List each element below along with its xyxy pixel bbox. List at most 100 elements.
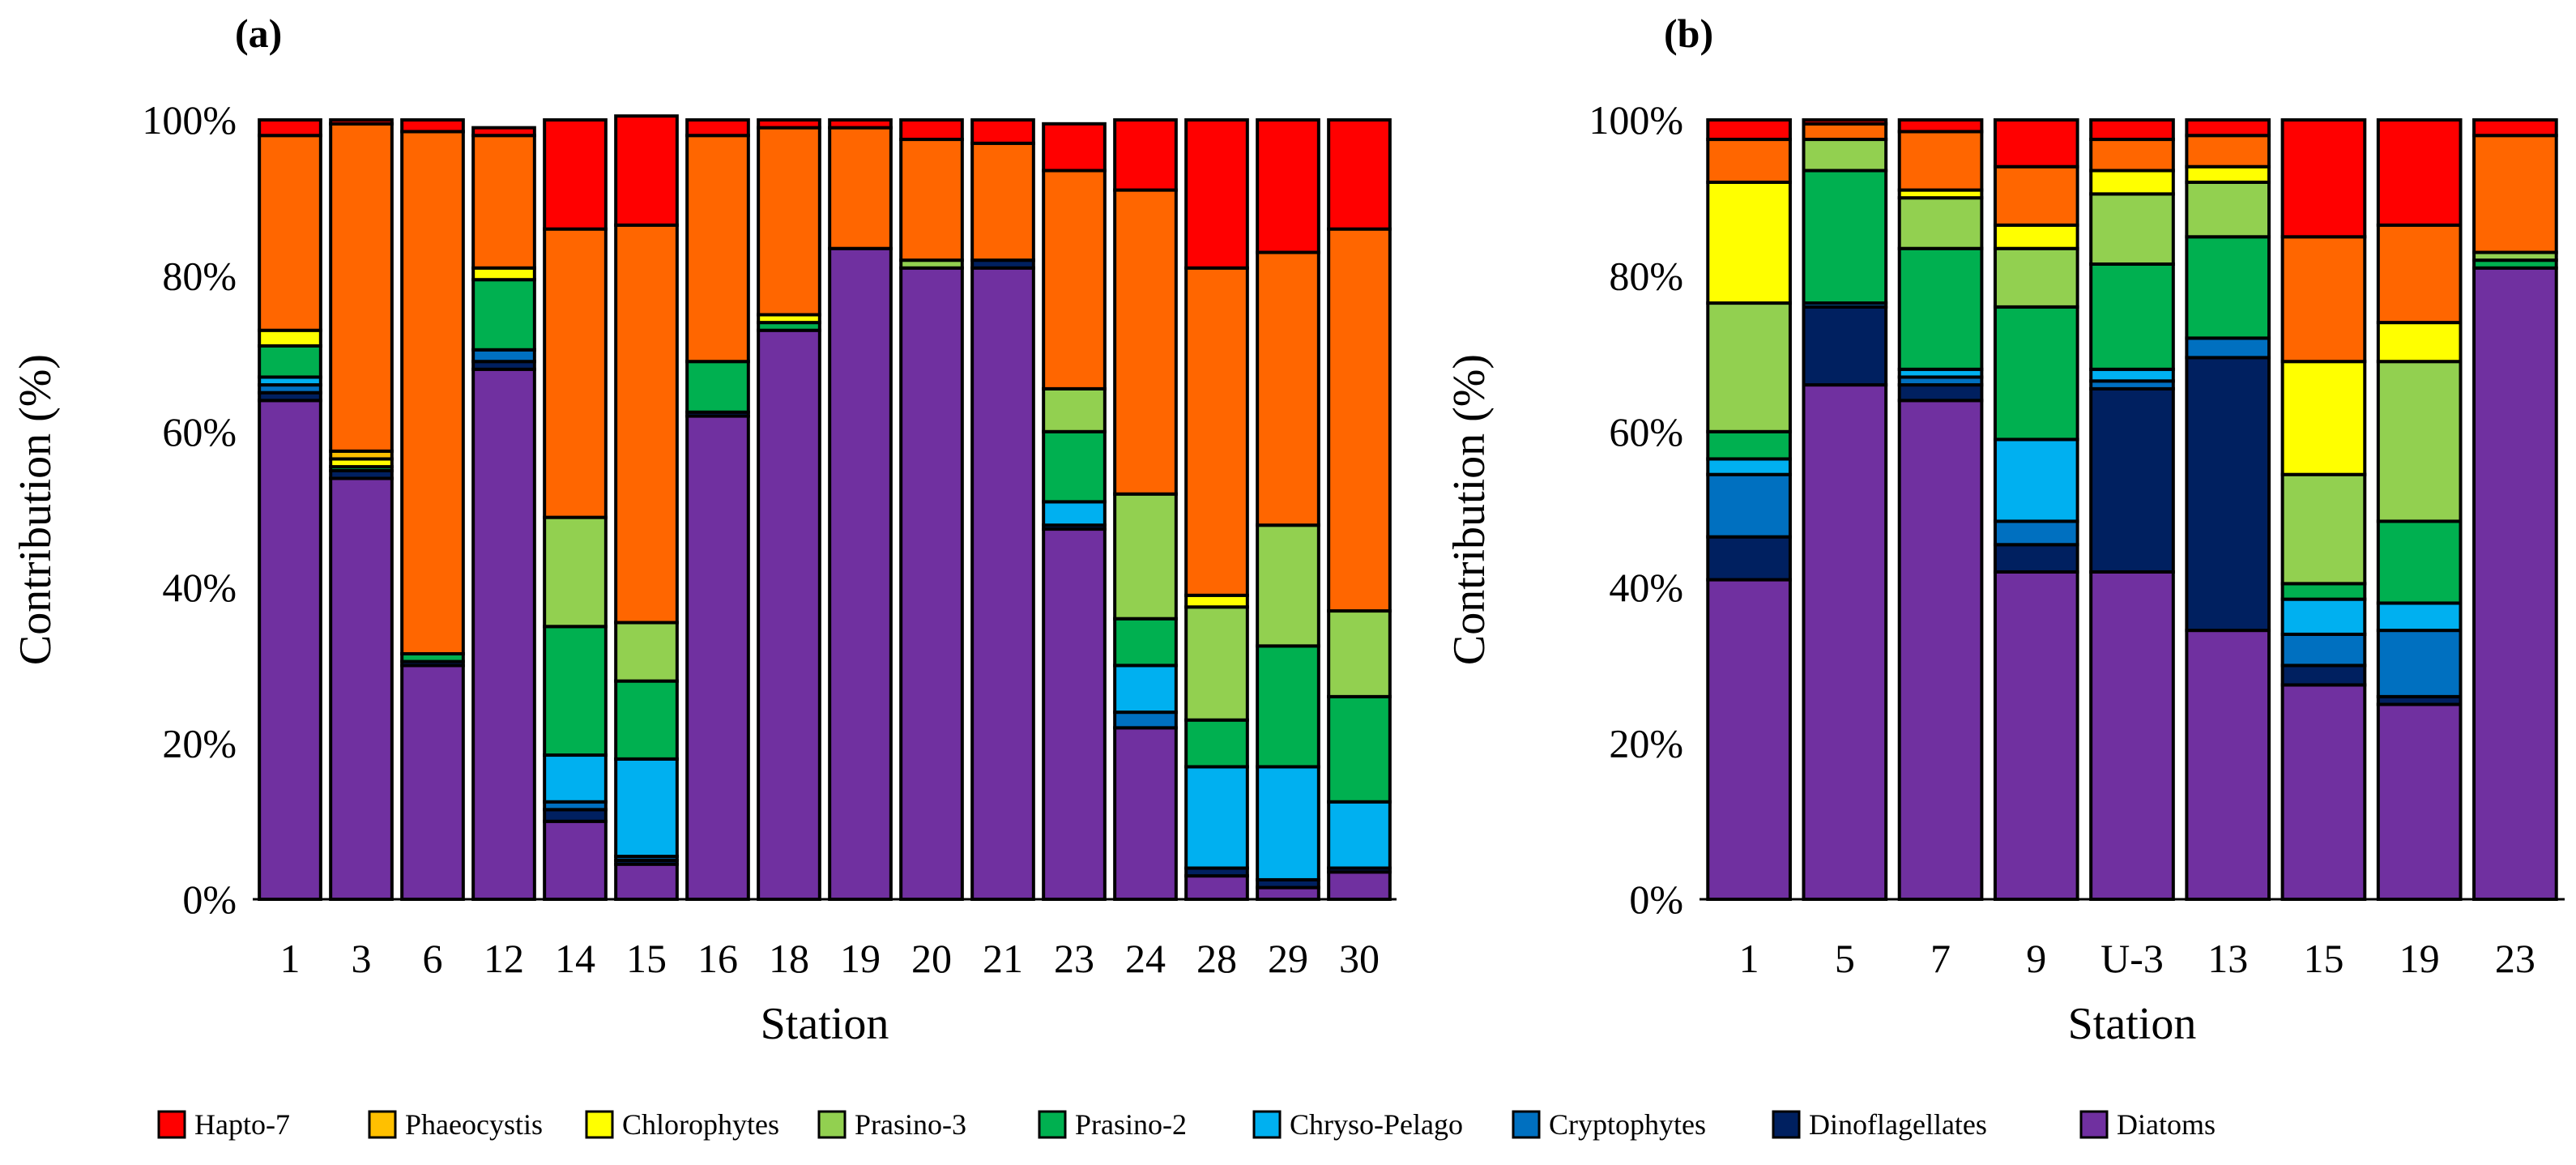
bar-segment-prasino-2	[1993, 305, 2079, 442]
bar-segment-prasino-2	[1042, 429, 1107, 504]
bar-station-20	[899, 118, 964, 901]
bar-segment-hapto-7	[1113, 118, 1178, 192]
bar-segment-hapto-7	[1327, 118, 1392, 231]
bar-segment-hapto-7	[329, 118, 394, 126]
x-tick-label: 3	[352, 936, 372, 981]
panel-a: (a) 0% 20% 40% 60% 80% 100% Contribution (%) 1 3 6…	[11, 11, 1397, 1049]
legend-label: Diatoms	[2117, 1108, 2216, 1141]
x-tick-label: 18	[769, 936, 809, 981]
bar-segment-chlorophytes	[258, 328, 322, 348]
bar-segment-prasino-2	[1897, 246, 1984, 371]
y-tick-label: 0%	[182, 877, 237, 922]
bar-segment-other	[1113, 188, 1178, 496]
legend-swatch	[368, 1110, 397, 1139]
legend-item-prasino-2: Prasino-2	[1038, 1108, 1187, 1141]
legend-item-dinoflagellates: Dinoflagellates	[1772, 1108, 1987, 1141]
x-tick-label: U-3	[2100, 936, 2164, 981]
bar-segment-hapto-7	[1184, 118, 1249, 270]
bar-segment-other	[1256, 250, 1320, 527]
bar-station-30	[1327, 118, 1392, 901]
bar-segment-prasino-2	[543, 625, 608, 757]
bar-segment-hapto-7	[2376, 118, 2463, 227]
bar-segment-diatoms	[1113, 726, 1178, 901]
bar-station-19	[2376, 118, 2463, 901]
legend-label: Prasino-2	[1075, 1108, 1187, 1141]
bar-segment-hapto-7	[2089, 118, 2175, 142]
bar-segment-diatoms	[258, 399, 322, 901]
bar-segment-prasino-2	[614, 679, 679, 761]
bar-segment-hapto-7	[2472, 118, 2558, 138]
bar-station-6	[400, 118, 465, 902]
legend-label: Dinoflagellates	[1809, 1108, 1987, 1141]
bar-segment-diatoms	[970, 266, 1035, 901]
bar-segment-prasino-2	[1184, 718, 1249, 769]
bar-segment-cryptophytes	[1993, 519, 2079, 547]
y-axis-title: Contribution (%)	[11, 354, 61, 665]
bar-segment-prasino-3	[2185, 180, 2271, 239]
bar-segment-chryso-pelago	[1993, 437, 2079, 523]
bar-segment-hapto-7	[1897, 118, 1984, 134]
legend-swatch	[585, 1110, 614, 1139]
bar-segment-other	[970, 141, 1035, 262]
bar-segment-other	[329, 122, 394, 453]
bar-segment-chryso-pelago	[1184, 765, 1249, 870]
bar-segment-hapto-7	[828, 118, 893, 130]
x-tick-label: 6	[423, 936, 443, 981]
bar-segment-diatoms	[614, 862, 679, 901]
x-tick-label: 29	[1268, 936, 1308, 981]
legend-item-chryso-pelago: Chryso-Pelago	[1252, 1108, 1463, 1141]
bar-segment-diatoms	[1897, 399, 1984, 901]
bar-segment-diatoms	[828, 246, 893, 902]
x-tick-label: 1	[280, 936, 301, 981]
bar-segment-hapto-7	[1993, 118, 2079, 169]
bar-segment-other	[2185, 134, 2271, 169]
bar-station-15	[614, 114, 679, 901]
bar-station-23	[1042, 122, 1107, 901]
legend-label: Chryso-Pelago	[1290, 1108, 1463, 1141]
x-tick-label: 15	[2303, 936, 2344, 981]
bar-segment-diatoms	[1042, 527, 1107, 901]
x-tick-label: 23	[1054, 936, 1094, 981]
legend-swatch	[157, 1110, 186, 1139]
bar-segment-chlorophytes	[1184, 593, 1249, 609]
x-tick-label: 12	[484, 936, 524, 981]
bar-segment-chryso-pelago	[614, 757, 679, 859]
panel-b: (b)0%20%40%60%80%100%Contribution (%)1 5 7…	[1444, 11, 2565, 1049]
legend-item-chlorophytes: Chlorophytes	[585, 1108, 779, 1141]
bar-segment-other	[543, 227, 608, 519]
bar-segment-hapto-7	[899, 118, 964, 142]
bar-segment-other	[899, 138, 964, 262]
legend-item-diatoms: Diatoms	[2079, 1108, 2216, 1141]
legend-item-phaeocystis: Phaeocystis	[368, 1108, 543, 1141]
bar-station-23	[2472, 118, 2558, 901]
bar-segment-cryptophytes	[471, 348, 536, 364]
bar-segment-chryso-pelago	[2089, 367, 2175, 383]
y-tick-label: 80%	[1609, 253, 1683, 298]
bar-segment-diatoms	[899, 266, 964, 901]
bar-segment-other	[1184, 266, 1249, 597]
bar-segment-prasino-3	[1113, 492, 1178, 621]
bar-segment-hapto-7	[2280, 118, 2367, 239]
y-tick-label: 100%	[142, 97, 237, 143]
bar-segment-other	[685, 134, 750, 364]
bar-station-28	[1184, 118, 1249, 902]
legend-label: Hapto-7	[194, 1108, 290, 1141]
bar-segment-prasino-2	[258, 344, 322, 379]
bar-station-29	[1256, 118, 1320, 901]
legend: Hapto-7 Phaeocystis Chlorophytes Prasino-3 P…	[157, 1108, 2216, 1141]
bar-segment-diatoms	[2376, 702, 2463, 901]
bar-segment-diatoms	[543, 819, 608, 901]
bar-segment-diatoms	[1327, 870, 1392, 901]
bar-segment-other	[1993, 164, 2079, 227]
bar-segment-other	[1802, 122, 1888, 142]
bar-segment-hapto-7	[543, 118, 608, 231]
bar-station-5	[1802, 118, 1888, 901]
bar-segment-hapto-7	[258, 118, 322, 138]
bar-segment-prasino-2	[1706, 429, 1792, 461]
bar-segment-other	[258, 134, 322, 332]
bar-segment-dinoflagellates	[2280, 664, 2367, 687]
bar-segment-other	[2376, 223, 2463, 325]
bar-segment-hapto-7	[471, 126, 536, 138]
bar-segment-diatoms	[1993, 570, 2079, 902]
